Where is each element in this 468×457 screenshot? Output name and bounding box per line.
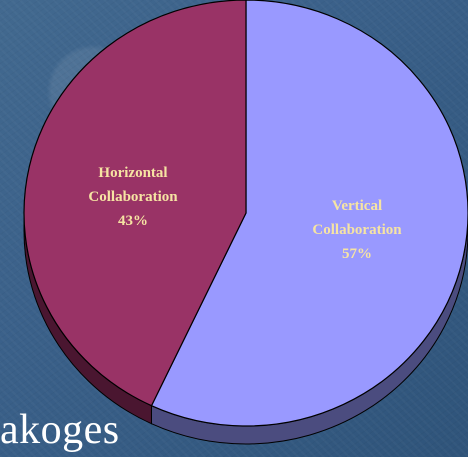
horizontal-label: Horizontal Collaboration 43% bbox=[88, 165, 178, 229]
vertical-label-line-2: Collaboration bbox=[312, 222, 402, 238]
vertical-label-line-3: 57% bbox=[342, 246, 372, 262]
vertical-label: Vertical Collaboration 57% bbox=[312, 198, 402, 262]
vertical-slice bbox=[150, 0, 468, 427]
background-partial-text: akoges bbox=[0, 407, 120, 453]
horizontal-slice bbox=[23, 0, 247, 407]
horizontal-label-line-2: Collaboration bbox=[88, 189, 178, 205]
horizontal-label-line-3: 43% bbox=[118, 213, 148, 229]
vertical-label-line-1: Vertical bbox=[332, 198, 382, 214]
horizontal-label-line-1: Horizontal bbox=[98, 165, 167, 181]
